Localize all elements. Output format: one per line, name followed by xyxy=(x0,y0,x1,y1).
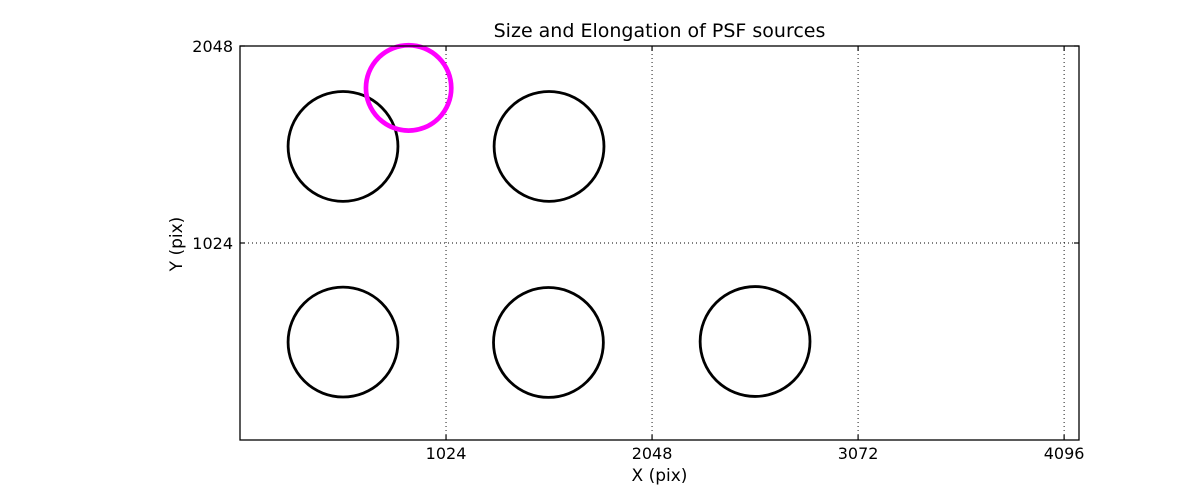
chart-title: Size and Elongation of PSF sources xyxy=(493,20,826,42)
psf-sources-circle xyxy=(286,285,400,399)
psf-sources-circle xyxy=(492,286,605,399)
x-axis-label: X (pix) xyxy=(631,466,688,486)
highlighted-source-circle xyxy=(363,42,454,133)
y-tick-label: 2048 xyxy=(192,37,233,56)
psf-sources-circle xyxy=(286,90,400,203)
x-tick-label: 4096 xyxy=(1044,444,1085,463)
x-tick-label: 3072 xyxy=(838,444,879,463)
x-tick-label: 1024 xyxy=(426,444,467,463)
y-tick-label: 1024 xyxy=(192,234,233,253)
psf-sources-circle xyxy=(698,285,812,398)
psf-sources-circle xyxy=(492,90,606,203)
plot-frame xyxy=(239,45,1080,441)
x-tick-label: 2048 xyxy=(632,444,673,463)
